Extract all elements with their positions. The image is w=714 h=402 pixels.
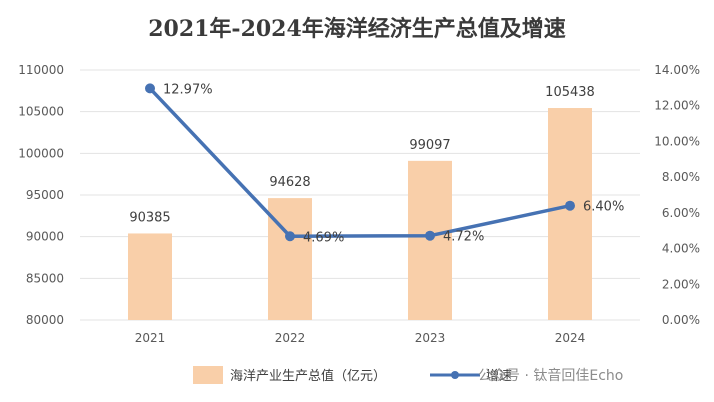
category-label: 2022 bbox=[275, 331, 306, 345]
line-value-label: 4.69% bbox=[303, 230, 344, 245]
bar-value-label: 105438 bbox=[545, 85, 595, 100]
line-point bbox=[565, 200, 575, 211]
bar bbox=[268, 198, 312, 320]
chart-title: 2021年-2024年海洋经济生产总值及增速 bbox=[148, 16, 566, 42]
line-value-label: 12.97% bbox=[163, 82, 213, 97]
right-tick-label: 8.00% bbox=[662, 170, 700, 184]
legend-label-bar: 海洋产业生产总值（亿元） bbox=[230, 368, 386, 384]
bar-value-label: 94628 bbox=[269, 175, 310, 190]
line-value-label: 6.40% bbox=[583, 200, 624, 215]
category-axis: 2021 2022 2023 2024 bbox=[135, 331, 586, 345]
bar-value-label: 90385 bbox=[129, 210, 170, 225]
left-axis: 80000 85000 90000 95000 100000 105000 110000 bbox=[18, 63, 64, 327]
right-tick-label: 10.00% bbox=[654, 134, 700, 148]
left-tick-label: 110000 bbox=[18, 63, 64, 77]
growth-line bbox=[148, 87, 571, 238]
bar-data-labels: 90385 94628 99097 105438 bbox=[129, 85, 595, 225]
line-series: 12.97% 4.69% 4.72% 6.40% bbox=[145, 82, 624, 245]
right-axis: 0.00% 2.00% 4.00% 6.00% 8.00% 10.00% 12.00% 14.… bbox=[654, 63, 700, 327]
right-tick-label: 6.00% bbox=[662, 206, 700, 220]
legend-marker-line bbox=[451, 371, 459, 379]
bar bbox=[128, 233, 172, 320]
legend-label-line: 增速 bbox=[486, 369, 512, 384]
right-tick-label: 0.00% bbox=[662, 313, 700, 327]
right-tick-label: 2.00% bbox=[662, 277, 700, 291]
bar-value-label: 99097 bbox=[409, 138, 450, 153]
category-label: 2021 bbox=[135, 331, 166, 345]
left-tick-label: 95000 bbox=[26, 188, 64, 202]
right-tick-label: 14.00% bbox=[654, 63, 700, 77]
legend: 海洋产业生产总值（亿元） 增速 bbox=[193, 366, 512, 384]
right-tick-label: 4.00% bbox=[662, 242, 700, 256]
line-point bbox=[145, 83, 155, 94]
left-tick-label: 100000 bbox=[18, 146, 64, 160]
line-point bbox=[285, 231, 295, 242]
left-tick-label: 105000 bbox=[18, 105, 64, 119]
legend-swatch-bar bbox=[193, 366, 223, 384]
watermark-text: 公众号 · 钛音回佳Echo bbox=[478, 367, 623, 384]
category-label: 2024 bbox=[555, 331, 586, 345]
category-label: 2023 bbox=[415, 331, 446, 345]
line-point bbox=[425, 230, 435, 241]
left-tick-label: 90000 bbox=[26, 230, 64, 244]
right-tick-label: 12.00% bbox=[654, 99, 700, 113]
line-value-label: 4.72% bbox=[443, 230, 484, 245]
left-tick-label: 85000 bbox=[26, 271, 64, 285]
bar bbox=[548, 108, 592, 321]
left-tick-label: 80000 bbox=[26, 313, 64, 327]
